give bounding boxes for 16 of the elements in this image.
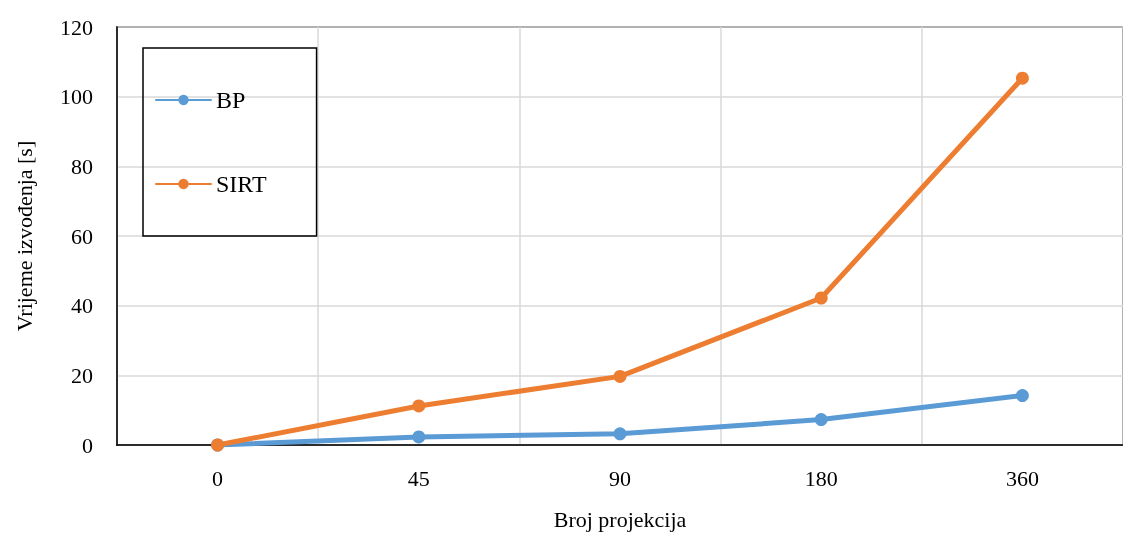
x-tick-label: 360 [1005, 465, 1039, 491]
legend-label: SIRT [216, 171, 267, 197]
x-tick-label: 0 [212, 465, 224, 491]
y-tick-label: 20 [71, 362, 93, 388]
x-tick-label: 180 [804, 465, 838, 491]
x-tick-label: 45 [407, 465, 430, 491]
x-tick-label: 90 [609, 465, 631, 491]
y-tick-label: 0 [82, 432, 93, 458]
y-tick-label: 120 [60, 14, 93, 40]
x-axis-title: Broj projekcija [553, 506, 687, 532]
y-tick-label: 60 [71, 223, 93, 249]
y-axis-title: Vrijeme izvođenja [s] [11, 140, 37, 332]
y-tick-label: 100 [60, 84, 93, 110]
y-tick-label: 80 [71, 153, 93, 179]
y-tick-label: 40 [71, 293, 93, 319]
legend-label: BP [216, 87, 246, 113]
